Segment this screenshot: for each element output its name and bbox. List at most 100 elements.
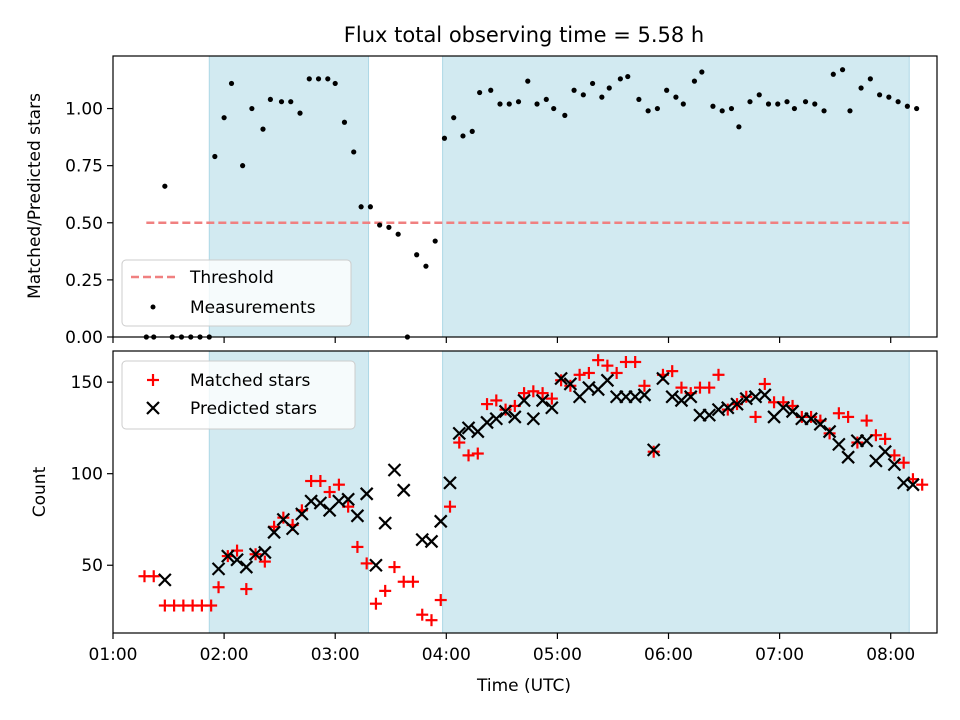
matched-star-point xyxy=(601,359,614,372)
x-tick-label: 05:00 xyxy=(533,645,582,665)
measurement-point xyxy=(736,124,742,130)
bottom-legend-box xyxy=(121,360,356,430)
legend-matched-swatch xyxy=(147,374,159,386)
cross-b xyxy=(211,562,226,576)
measurement-point xyxy=(315,76,322,82)
predicted-star-point xyxy=(443,476,457,490)
cross-b xyxy=(906,477,920,492)
measurement-point xyxy=(488,87,494,93)
cross-b xyxy=(832,437,846,452)
predicted-star-point xyxy=(683,390,698,404)
matched-star-point xyxy=(592,354,605,367)
legend-measurements-swatch xyxy=(150,304,156,310)
matched-star-point xyxy=(490,394,503,407)
predicted-star-point xyxy=(730,397,744,411)
predicted-star-point xyxy=(785,404,800,419)
matched-star-point xyxy=(573,368,586,381)
measurement-point xyxy=(477,89,483,96)
predicted-star-point xyxy=(822,424,837,439)
measurement-point xyxy=(543,96,549,103)
measurement-point xyxy=(636,96,642,103)
predicted-star-point xyxy=(813,417,828,432)
legend-predicted-swatch xyxy=(146,401,160,415)
matched-star-point xyxy=(434,594,447,607)
matched-star-point xyxy=(564,379,577,392)
cross-b xyxy=(295,507,309,521)
measurement-point xyxy=(386,224,392,230)
predicted-star-point xyxy=(878,444,892,459)
cross-b xyxy=(563,377,578,391)
matched-star-point xyxy=(860,414,873,427)
predicted-star-point xyxy=(600,373,615,388)
cross-b xyxy=(498,404,513,419)
matched-star-point xyxy=(453,436,466,449)
predicted-star-point xyxy=(258,545,272,560)
y-tick-label: 0.00 xyxy=(65,328,103,348)
y-tick-label: 0.25 xyxy=(65,271,103,291)
predicted-star-point xyxy=(545,400,559,415)
measurement-point xyxy=(228,80,235,87)
measurement-point xyxy=(288,99,294,105)
measurement-point xyxy=(451,115,457,121)
cross-b xyxy=(776,400,791,415)
measurement-point xyxy=(432,238,438,244)
x-axis-label: Time (UTC) xyxy=(476,676,571,696)
predicted-star-point xyxy=(646,443,661,457)
legend-matched-label: Matched stars xyxy=(190,371,310,391)
measurement-point xyxy=(812,101,818,107)
matched-star-point xyxy=(369,597,382,610)
measurement-point xyxy=(867,76,873,82)
measurement-point xyxy=(821,108,827,114)
measurement-point xyxy=(791,105,798,112)
matched-star-point xyxy=(851,436,864,449)
cross-b xyxy=(683,390,698,404)
measurement-point xyxy=(497,101,503,107)
cross-b xyxy=(822,424,837,439)
measurement-point xyxy=(562,112,568,118)
matched-star-point xyxy=(675,381,688,394)
cross-b xyxy=(554,371,568,386)
measurement-point xyxy=(756,92,762,98)
measurement-point xyxy=(367,204,373,210)
measurement-point xyxy=(876,92,883,98)
cross-b xyxy=(517,393,531,408)
top-legend: Threshold Measurements xyxy=(121,259,352,327)
y-tick-label: 50 xyxy=(81,556,103,576)
matched-star-point xyxy=(527,385,540,398)
matched-star-point xyxy=(638,379,651,392)
predicted-star-point xyxy=(674,393,689,408)
bottom-y-ticks: 50 100 150 xyxy=(71,373,113,576)
matched-star-point xyxy=(518,387,531,400)
predicted-star-point xyxy=(387,463,402,477)
matched-star-point xyxy=(842,410,855,423)
cross-b xyxy=(600,373,615,388)
measurement-point xyxy=(839,67,846,73)
cross-b xyxy=(443,476,457,490)
matched-star-point xyxy=(351,540,364,553)
predicted-star-point xyxy=(211,562,226,576)
y-tick-label: 1.00 xyxy=(65,100,103,120)
predicted-star-point xyxy=(350,509,365,523)
measurement-point xyxy=(162,183,168,189)
measurement-point xyxy=(904,103,910,109)
measurement-point xyxy=(306,76,312,82)
cross-b xyxy=(674,393,689,408)
predicted-star-point xyxy=(554,371,568,386)
predicted-star-point xyxy=(369,558,383,573)
matched-star-point xyxy=(897,456,910,469)
predicted-star-point xyxy=(285,521,300,536)
measurement-point xyxy=(645,108,651,114)
matched-star-point xyxy=(462,449,475,462)
cross-b xyxy=(526,411,541,426)
predicted-star-point xyxy=(221,549,235,563)
cross-b xyxy=(267,525,281,540)
predicted-star-point xyxy=(461,421,476,435)
matched-star-point xyxy=(212,581,225,594)
cross-b xyxy=(813,417,828,432)
predicted-star-point xyxy=(230,552,244,567)
predicted-star-point xyxy=(758,388,772,402)
cross-b xyxy=(878,444,892,459)
matched-star-point xyxy=(332,478,345,491)
matched-star-point xyxy=(323,486,336,498)
